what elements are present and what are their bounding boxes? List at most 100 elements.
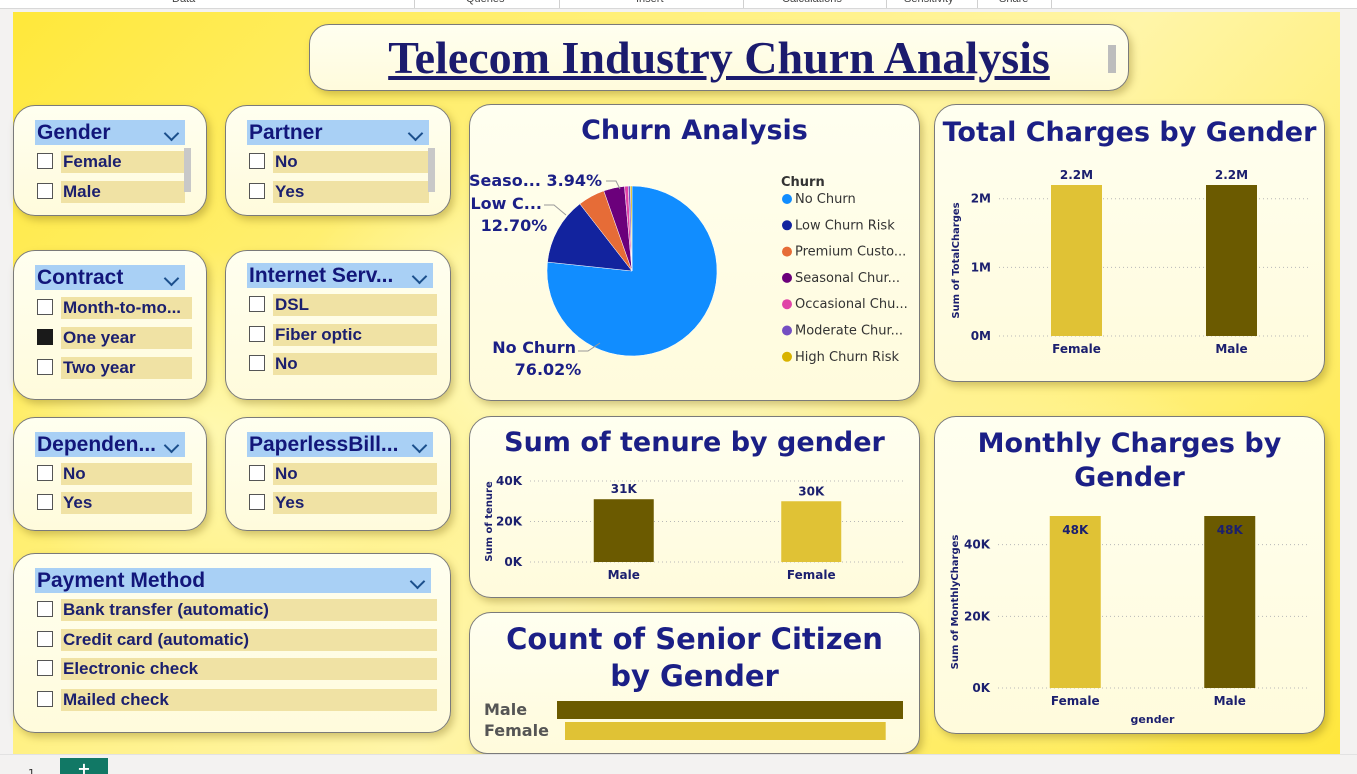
legend-marker xyxy=(782,220,792,231)
page-tab-1[interactable]: 1 xyxy=(28,767,35,774)
slicer-option[interactable]: No xyxy=(35,463,192,485)
chevron-down-icon[interactable] xyxy=(411,437,428,454)
y-tick-label: Male xyxy=(484,700,527,719)
slicer-paperless-title[interactable]: PaperlessBill... xyxy=(247,432,433,457)
slicer-option[interactable]: No xyxy=(247,463,437,485)
churn-analysis-title: Churn Analysis xyxy=(581,115,808,146)
slicer-contract-title[interactable]: Contract xyxy=(35,265,185,290)
legend-marker xyxy=(782,351,792,362)
y-tick-label: 40K xyxy=(496,474,523,488)
checkbox[interactable] xyxy=(249,355,265,371)
slicer-option[interactable]: Two year xyxy=(35,357,192,379)
slicer-internet-title[interactable]: Internet Serv... xyxy=(247,263,433,288)
slicer-option[interactable]: Electronic check xyxy=(35,658,437,680)
slicer-dependents-title[interactable]: Dependen... xyxy=(35,432,185,457)
add-page-button[interactable]: + xyxy=(60,758,108,774)
checkbox[interactable] xyxy=(249,465,265,481)
legend-marker xyxy=(782,246,792,257)
ribbon-tab-share[interactable]: Share xyxy=(999,0,1028,5)
y-axis-title: Sum of TotalCharges xyxy=(951,202,962,318)
senior-citizen-card: Count of Senior Citizen by Gender Male Fe… xyxy=(469,612,920,754)
slicer-option-label: Yes xyxy=(273,492,437,514)
checkbox[interactable] xyxy=(37,494,53,510)
slicer-option[interactable]: Month-to-mo... xyxy=(35,297,192,319)
tenure-chart: 0K 20K 40K 31K Male 30K Female Sum of tenure xyxy=(484,474,905,582)
slicer-option[interactable]: One year xyxy=(35,327,192,349)
chevron-down-icon[interactable] xyxy=(163,270,180,287)
slicer-internet-title-text: Internet Serv... xyxy=(249,264,394,287)
slicer-option[interactable]: Fiber optic xyxy=(247,324,437,346)
chevron-down-icon[interactable] xyxy=(407,125,424,142)
checkbox[interactable] xyxy=(37,299,53,315)
x-axis-title: gender xyxy=(1131,713,1176,726)
x-tick-label: Male xyxy=(1214,694,1246,708)
checkbox[interactable] xyxy=(37,359,53,375)
ribbon-tab-sensitivity[interactable]: Sensitivity xyxy=(904,0,954,5)
pie-slice xyxy=(547,203,633,272)
pie-data-label: 12.70% xyxy=(481,216,548,235)
monthly-charges-chart: 0K 20K 40K 48K Female 48K Male Sum of MonthlyCh… xyxy=(950,516,1307,726)
slicer-option-label: No xyxy=(61,463,192,485)
chevron-down-icon[interactable] xyxy=(163,125,180,142)
ribbon-tab-data[interactable]: Data xyxy=(172,0,195,5)
slicer-payment-title-text: Payment Method xyxy=(37,569,206,592)
slicer-option[interactable]: No xyxy=(247,353,437,375)
checkbox[interactable] xyxy=(37,601,53,617)
legend-item: Occasional Chu... xyxy=(795,297,908,312)
page-tabs-bar: 1 + xyxy=(0,754,1357,774)
total-charges-card: Total Charges by Gender 0M 1M 2M 2.2M Female… xyxy=(934,104,1325,382)
slicer-dependents-title-text: Dependen... xyxy=(37,433,157,456)
slicer-internet-service: Internet Serv... DSL Fiber optic No xyxy=(225,250,451,400)
legend-item: Low Churn Risk xyxy=(795,218,895,233)
checkbox[interactable] xyxy=(249,326,265,342)
bar xyxy=(557,701,903,719)
checkbox[interactable] xyxy=(37,183,53,199)
slicer-partner-title[interactable]: Partner xyxy=(247,120,429,145)
slicer-contract-title-text: Contract xyxy=(37,266,124,289)
slicer-option[interactable]: Yes xyxy=(247,181,429,203)
legend-item: Premium Custo... xyxy=(795,245,906,260)
slicer-scrollbar[interactable] xyxy=(428,148,435,192)
checkbox[interactable] xyxy=(37,660,53,676)
slicer-option-label: Fiber optic xyxy=(273,324,437,346)
senior-citizen-chart: Male Female xyxy=(484,700,903,740)
bar xyxy=(1204,516,1256,688)
slicer-option[interactable]: Yes xyxy=(247,492,437,514)
ribbon-tab-calculations[interactable]: Calculations xyxy=(782,0,842,5)
chevron-down-icon[interactable] xyxy=(163,437,180,454)
ribbon-separator xyxy=(977,0,978,8)
pie-data-label: No Churn xyxy=(492,338,576,357)
slicer-option[interactable]: No xyxy=(247,151,429,173)
legend-item: Seasonal Chur... xyxy=(795,271,900,286)
checkbox[interactable] xyxy=(249,494,265,510)
slicer-gender-title[interactable]: Gender xyxy=(35,120,185,145)
checkbox[interactable] xyxy=(249,296,265,312)
checkbox[interactable] xyxy=(37,465,53,481)
chevron-down-icon[interactable] xyxy=(409,573,426,590)
y-tick-label: 0K xyxy=(972,681,990,695)
checkbox[interactable] xyxy=(249,153,265,169)
bar xyxy=(1049,516,1101,688)
slicer-option[interactable]: Credit card (automatic) xyxy=(35,629,437,651)
slicer-option-label: No xyxy=(273,463,437,485)
slicer-option[interactable]: Female xyxy=(35,151,185,173)
slicer-option[interactable]: Yes xyxy=(35,492,192,514)
checkbox[interactable] xyxy=(249,183,265,199)
checkbox[interactable] xyxy=(37,691,53,707)
slicer-payment-title[interactable]: Payment Method xyxy=(35,568,431,593)
ribbon-separator xyxy=(886,0,887,8)
ribbon-tab-queries[interactable]: Queries xyxy=(466,0,505,5)
slicer-scrollbar[interactable] xyxy=(184,148,191,192)
checkbox-checked[interactable] xyxy=(37,329,53,345)
y-tick-label: 2M xyxy=(971,192,991,206)
slicer-option[interactable]: DSL xyxy=(247,294,437,316)
slicer-option[interactable]: Bank transfer (automatic) xyxy=(35,599,437,621)
title-scrollbar[interactable] xyxy=(1108,45,1116,73)
slicer-option[interactable]: Mailed check xyxy=(35,689,437,711)
checkbox[interactable] xyxy=(37,631,53,647)
ribbon-tab-insert[interactable]: Insert xyxy=(636,0,664,5)
slicer-option[interactable]: Male xyxy=(35,181,185,203)
chevron-down-icon[interactable] xyxy=(411,268,428,285)
checkbox[interactable] xyxy=(37,153,53,169)
slicer-option-label: Male xyxy=(61,181,185,203)
